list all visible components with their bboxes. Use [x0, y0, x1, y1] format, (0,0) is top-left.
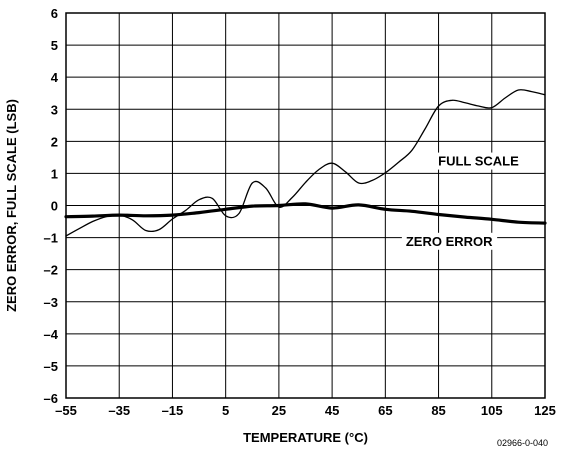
figure-code: 02966-0-040 — [497, 438, 548, 448]
y-tick-label: 1 — [51, 166, 58, 181]
y-tick-label: –4 — [44, 327, 59, 342]
y-tick-label: 0 — [51, 199, 58, 214]
y-tick-label: 4 — [51, 70, 59, 85]
x-tick-label: 85 — [431, 403, 445, 418]
y-tick-label: 5 — [51, 38, 58, 53]
series-label: ZERO ERROR — [406, 234, 493, 249]
plot-frame — [65, 12, 546, 399]
series-label: FULL SCALE — [438, 154, 519, 169]
series-label-background — [434, 152, 524, 170]
annotations: FULL SCALE ZERO ERROR — [401, 152, 524, 250]
y-tick-label: 6 — [51, 6, 58, 21]
y-tick-labels: –6 –5 –4 –3 –2 –1 0 1 2 3 4 5 6 — [44, 6, 59, 406]
y-tick-label: –1 — [44, 231, 58, 246]
x-tick-label: –15 — [162, 403, 184, 418]
series-layer — [64, 89, 547, 237]
y-tick-label: –5 — [44, 359, 58, 374]
x-tick-label: –55 — [55, 403, 77, 418]
x-tick-label: –35 — [108, 403, 130, 418]
x-tick-label: 125 — [534, 403, 556, 418]
x-tick-label: 105 — [481, 403, 503, 418]
x-tick-label: 5 — [222, 403, 229, 418]
y-tick-label: –2 — [44, 263, 58, 278]
x-tick-label: 45 — [325, 403, 339, 418]
x-tick-labels: –55 –35 –15 5 25 45 65 85 105 125 — [55, 403, 556, 418]
y-tick-label: 3 — [51, 102, 58, 117]
x-axis-title: TEMPERATURE (°C) — [243, 430, 368, 445]
y-tick-label: –6 — [44, 391, 58, 406]
x-tick-label: 65 — [378, 403, 392, 418]
series-line-zero-error — [64, 202, 547, 225]
series-label-background — [401, 232, 498, 250]
y-tick-label: –3 — [44, 295, 58, 310]
x-tick-label: 25 — [272, 403, 286, 418]
y-axis-title: ZERO ERROR, FULL SCALE (LSB) — [4, 99, 19, 312]
y-tick-label: 2 — [51, 134, 58, 149]
series-line-full-scale — [65, 89, 546, 237]
